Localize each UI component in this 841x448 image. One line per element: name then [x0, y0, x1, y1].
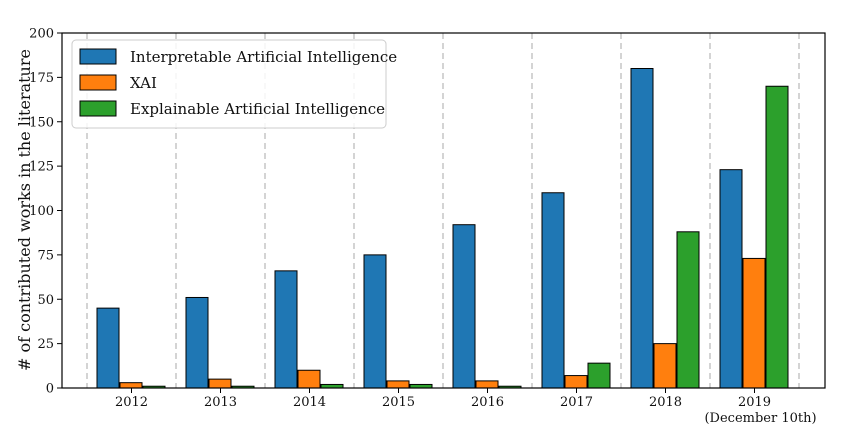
x-tick-label: 2018 [649, 395, 682, 410]
legend-label: Interpretable Artificial Intelligence [130, 48, 397, 66]
x-tick-label: 2013 [204, 395, 237, 410]
legend: Interpretable Artificial Intelligence XAI… [71, 39, 397, 129]
x-tick-label: 2014 [293, 395, 326, 410]
x-tick-label: 2015 [382, 395, 415, 410]
y-tick-label: 0 [46, 382, 54, 397]
bar-xai-2018 [653, 343, 677, 389]
bars [96, 68, 789, 389]
x-axis-ticks: 2012 2013 2014 2015 2016 2017 2018 2019(Decembe… [115, 388, 817, 426]
legend-box [71, 39, 387, 129]
legend-swatch [79, 74, 117, 91]
legend-swatch [79, 100, 117, 117]
bar-xai-2012 [119, 382, 143, 389]
legend-label: XAI [130, 74, 157, 92]
bar-interpretable-artificial-intelligence-2014 [274, 270, 298, 389]
y-tick-label: 150 [29, 115, 54, 130]
bar-interpretable-artificial-intelligence-2017 [541, 192, 565, 389]
y-tick-label: 25 [37, 337, 54, 352]
bar-interpretable-artificial-intelligence-2015 [363, 254, 387, 389]
bar-interpretable-artificial-intelligence-2013 [185, 296, 209, 389]
x-tick-label: 2016 [471, 395, 504, 410]
y-tick-label: 50 [37, 293, 54, 308]
bar-interpretable-artificial-intelligence-2012 [96, 307, 120, 389]
y-tick-label: 125 [29, 160, 54, 175]
x-tick-label: 2017 [560, 395, 593, 410]
bar-explainable-artificial-intelligence-2018 [676, 231, 700, 389]
y-tick-label: 200 [29, 27, 54, 42]
x-tick-label: 2012 [115, 395, 148, 410]
y-tick-label: 75 [37, 248, 54, 263]
bar-explainable-artificial-intelligence-2017 [587, 362, 611, 389]
bar-xai-2016 [475, 380, 499, 389]
bar-xai-2019 [742, 257, 766, 389]
bar-xai-2014 [297, 369, 321, 389]
y-tick-label: 175 [29, 71, 54, 86]
bar-xai-2015 [386, 380, 410, 389]
y-axis-ticks: 0 25 50 75 100 125 150 175 200 [29, 27, 62, 397]
legend-label: Explainable Artificial Intelligence [130, 100, 385, 118]
y-tick-label: 100 [29, 204, 54, 219]
bar-interpretable-artificial-intelligence-2019 [719, 169, 743, 389]
legend-swatch [79, 48, 117, 65]
grid-lines [86, 33, 800, 388]
y-axis-title: # of contributed works in the literature [15, 49, 34, 371]
x-tick-label: 2019 [738, 395, 771, 410]
bar-xai-2013 [208, 378, 232, 389]
bar-interpretable-artificial-intelligence-2018 [630, 68, 654, 389]
bar-xai-2017 [564, 375, 588, 389]
bar-interpretable-artificial-intelligence-2016 [452, 224, 476, 389]
bar-explainable-artificial-intelligence-2019 [765, 85, 789, 389]
x-tick-sublabel: (December 10th) [704, 411, 816, 426]
